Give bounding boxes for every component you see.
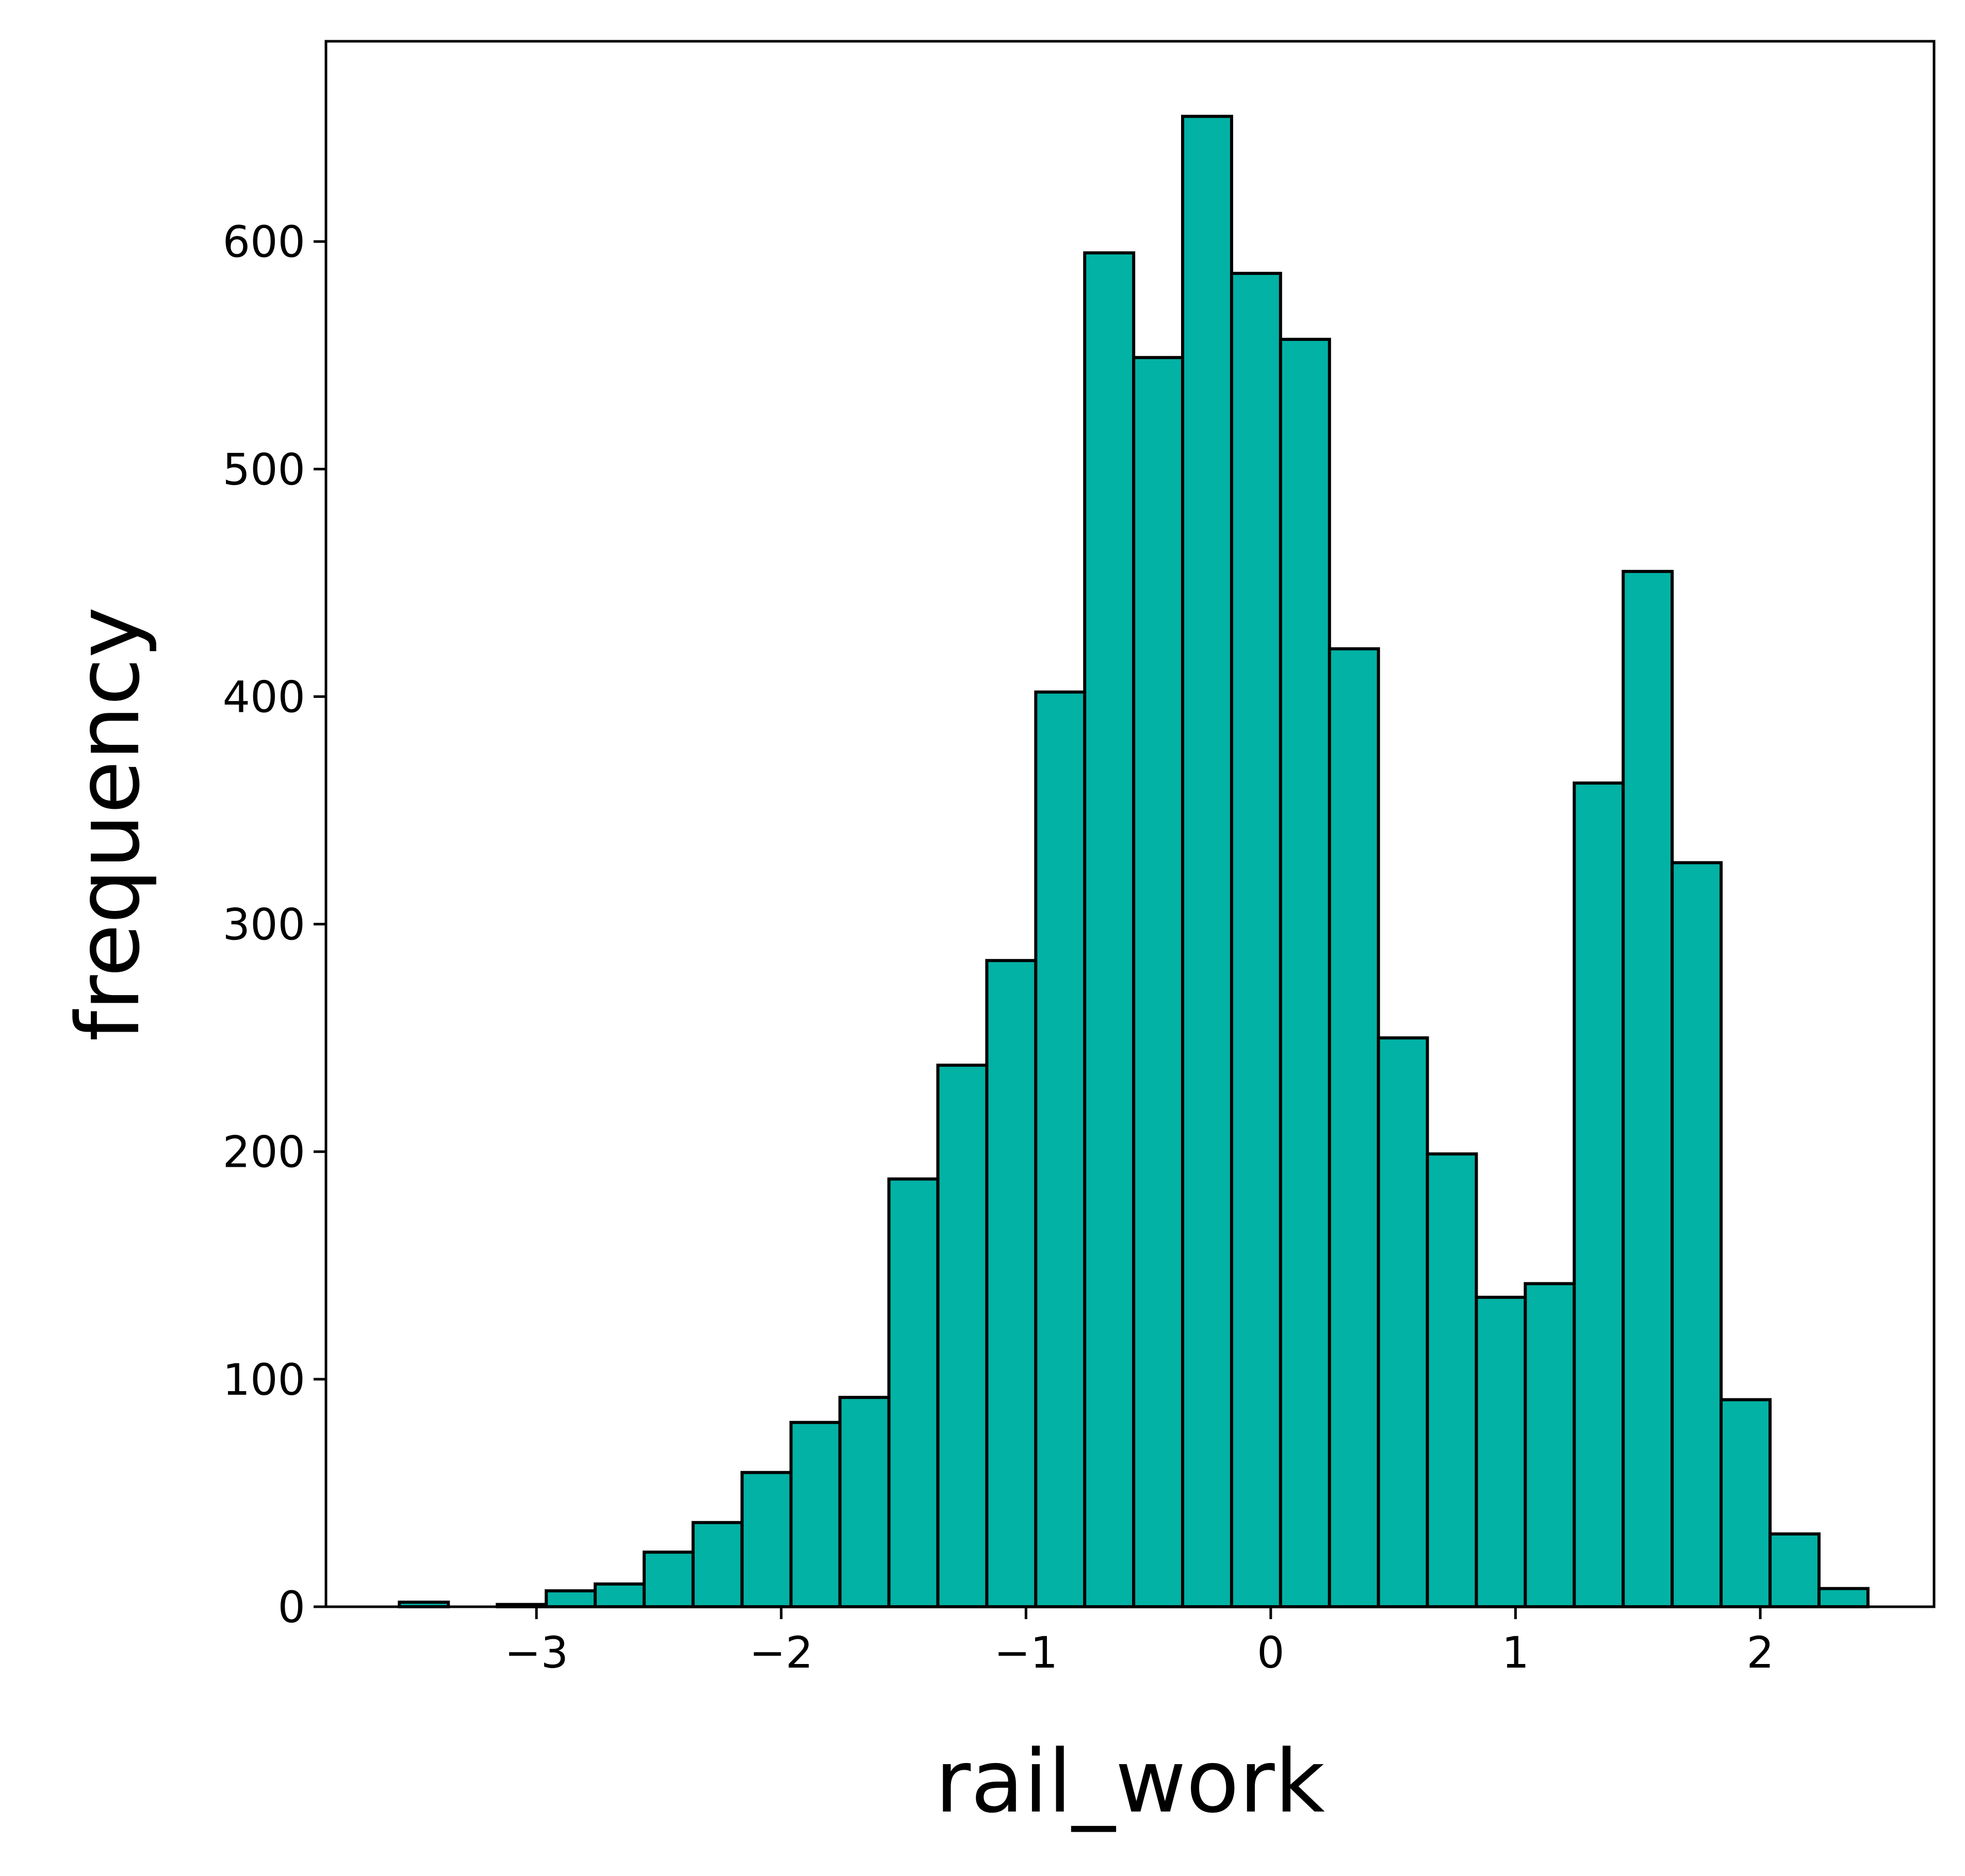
y-axis-title: frequency	[58, 607, 159, 1041]
bars-layer	[398, 115, 1870, 1609]
histogram-bar	[1328, 647, 1380, 1608]
histogram-bar	[1132, 356, 1185, 1609]
histogram-bar	[1230, 271, 1282, 1609]
histogram-bar	[1279, 337, 1331, 1608]
histogram-bar	[887, 1177, 940, 1609]
histogram-bar	[642, 1551, 695, 1609]
histogram-bar	[1622, 569, 1674, 1608]
histogram-bar	[1768, 1532, 1821, 1608]
histogram-bar	[1083, 251, 1136, 1608]
y-tick-label: 0	[278, 1582, 305, 1633]
histogram-bar	[594, 1582, 646, 1609]
y-tick-label: 200	[223, 1127, 305, 1178]
histogram-bar	[691, 1521, 744, 1608]
ticks-layer: −3 −2 −1 0 1 2 0 100 200 300 400 500 600	[223, 217, 1774, 1678]
x-tick-label: −2	[749, 1627, 813, 1678]
y-tick-label: 600	[223, 217, 305, 267]
histogram-bar	[1034, 690, 1087, 1608]
histogram-bar	[1720, 1398, 1772, 1609]
histogram-bar	[1426, 1152, 1478, 1608]
histogram-bar	[936, 1064, 989, 1609]
y-tick-label: 100	[223, 1355, 305, 1405]
histogram-bar	[985, 959, 1038, 1608]
histogram-bar	[1377, 1036, 1429, 1608]
histogram-bar	[1817, 1587, 1870, 1608]
histogram-bar	[1671, 861, 1723, 1608]
x-axis-title: rail_work	[935, 1731, 1325, 1832]
y-tick-label: 500	[223, 444, 305, 495]
x-tick-label: 1	[1502, 1627, 1529, 1678]
histogram-bar	[1524, 1282, 1576, 1608]
histogram-bar	[1475, 1296, 1527, 1608]
y-tick-label: 400	[223, 672, 305, 722]
x-tick-label: 0	[1257, 1627, 1284, 1678]
histogram-bar	[545, 1589, 597, 1608]
x-tick-label: 2	[1746, 1627, 1774, 1678]
y-tick-label: 300	[223, 900, 305, 950]
histogram-bar	[789, 1421, 842, 1608]
x-tick-label: −1	[994, 1627, 1058, 1678]
histogram-bar	[1573, 781, 1625, 1608]
histogram-bar	[1181, 115, 1233, 1608]
histogram-bar	[838, 1396, 891, 1608]
x-tick-label: −3	[504, 1627, 568, 1678]
plot-frame	[324, 40, 1936, 1608]
histogram-bar	[740, 1471, 793, 1609]
